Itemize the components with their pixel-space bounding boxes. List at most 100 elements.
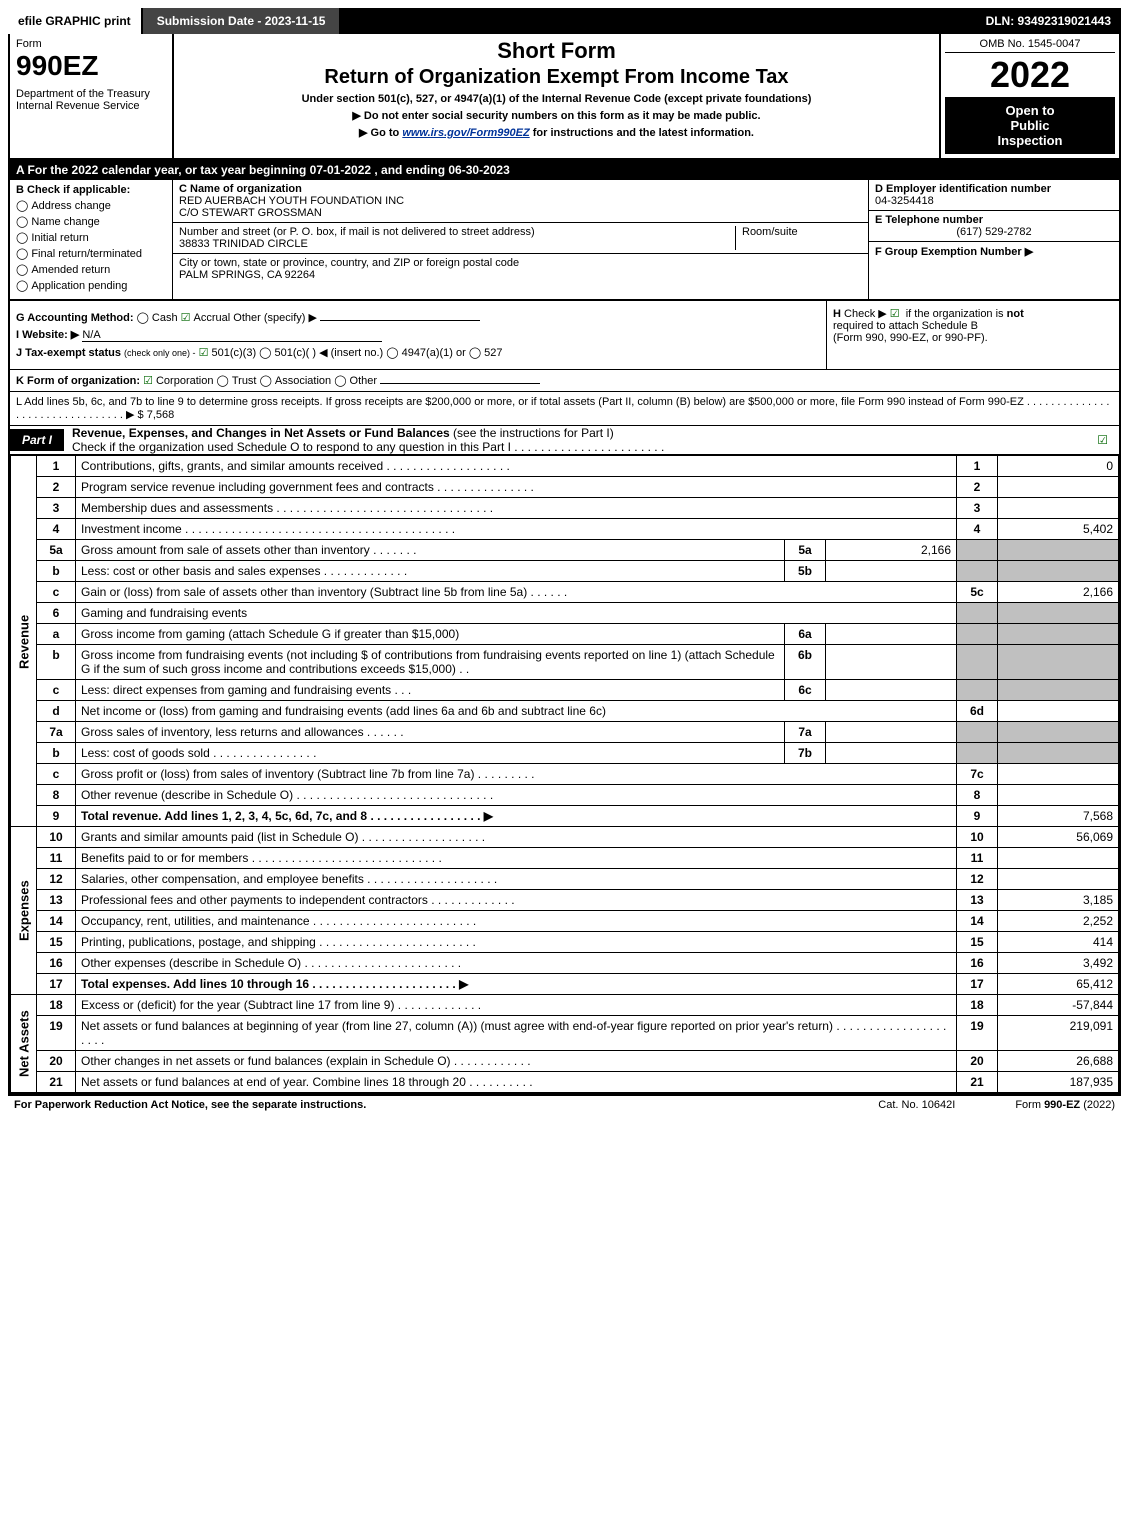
line-amount-shaded xyxy=(998,624,1119,645)
line-desc: Gross amount from sale of assets other t… xyxy=(76,540,785,561)
line-num: 7a xyxy=(37,722,76,743)
chk-final-return[interactable]: Final return/terminated xyxy=(16,247,166,260)
part1-title-note: (see the instructions for Part I) xyxy=(453,426,614,440)
tel-label: E Telephone number xyxy=(875,214,1113,226)
line-5b: b Less: cost or other basis and sales ex… xyxy=(11,561,1119,582)
line-desc: Gross income from gaming (attach Schedul… xyxy=(76,624,785,645)
line-12: 12 Salaries, other compensation, and emp… xyxy=(11,869,1119,890)
cat-no: Cat. No. 10642I xyxy=(878,1099,955,1111)
line-ref-shaded xyxy=(957,645,998,680)
line-amount-shaded xyxy=(998,603,1119,624)
box-value xyxy=(826,680,957,701)
box-label: 5b xyxy=(785,561,826,582)
chk-amended-return[interactable]: Amended return xyxy=(16,263,166,276)
line-14: 14 Occupancy, rent, utilities, and maint… xyxy=(11,911,1119,932)
h-label: H xyxy=(833,308,841,320)
box-label: 7b xyxy=(785,743,826,764)
chk-501c3[interactable]: 501(c)(3) xyxy=(199,347,257,359)
chk-schedule-o[interactable] xyxy=(1097,433,1119,447)
g-label: G Accounting Method: xyxy=(16,312,134,324)
line-desc: Professional fees and other payments to … xyxy=(76,890,957,911)
j-note: (check only one) - xyxy=(124,348,196,358)
room-label: Room/suite xyxy=(742,226,862,238)
open-l1: Open to xyxy=(949,103,1111,118)
org-name-label: C Name of organization xyxy=(179,183,862,195)
ein-row: D Employer identification number 04-3254… xyxy=(869,180,1119,211)
line-num: b xyxy=(37,645,76,680)
line-desc: Less: cost of goods sold . . . . . . . .… xyxy=(76,743,785,764)
line-desc: Gaming and fundraising events xyxy=(76,603,957,624)
k-label: K Form of organization: xyxy=(16,375,140,387)
instr-ssn: ▶ Do not enter social security numbers o… xyxy=(182,109,931,122)
line-num: 1 xyxy=(37,456,76,477)
h-text2: if the organization is xyxy=(906,308,1004,320)
chk-501c[interactable]: 501(c)( ) ◀ (insert no.) xyxy=(259,347,383,359)
line-amount: 65,412 xyxy=(998,974,1119,995)
line-num: 8 xyxy=(37,785,76,806)
line-amount: 2,166 xyxy=(998,582,1119,603)
line-amount: 7,568 xyxy=(998,806,1119,827)
line-5c: c Gain or (loss) from sale of assets oth… xyxy=(11,582,1119,603)
column-b: B Check if applicable: Address change Na… xyxy=(10,180,173,299)
line-ref: 8 xyxy=(957,785,998,806)
box-label: 7a xyxy=(785,722,826,743)
line-desc: Grants and similar amounts paid (list in… xyxy=(76,827,957,848)
line-amount xyxy=(998,785,1119,806)
line-20: 20 Other changes in net assets or fund b… xyxy=(11,1051,1119,1072)
irs-link[interactable]: www.irs.gov/Form990EZ xyxy=(402,127,529,139)
line-num: 4 xyxy=(37,519,76,540)
chk-4947[interactable]: 4947(a)(1) or xyxy=(386,347,466,359)
chk-corporation[interactable]: Corporation xyxy=(143,375,213,387)
line-ref: 13 xyxy=(957,890,998,911)
chk-h[interactable] xyxy=(890,308,903,320)
line-num: 6 xyxy=(37,603,76,624)
line-desc: Membership dues and assessments . . . . … xyxy=(76,498,957,519)
line-amount: 26,688 xyxy=(998,1051,1119,1072)
line-7b: b Less: cost of goods sold . . . . . . .… xyxy=(11,743,1119,764)
instr2-prefix: ▶ Go to xyxy=(359,127,402,139)
chk-accrual[interactable]: Accrual xyxy=(181,312,231,324)
line-ref: 16 xyxy=(957,953,998,974)
line-amount-shaded xyxy=(998,561,1119,582)
box-value xyxy=(826,624,957,645)
i-label: I Website: ▶ xyxy=(16,329,79,341)
g-other-blank[interactable] xyxy=(320,320,480,321)
chk-cash[interactable]: Cash xyxy=(137,312,178,324)
line-ref: 21 xyxy=(957,1072,998,1093)
paperwork-notice: For Paperwork Reduction Act Notice, see … xyxy=(14,1099,366,1111)
part1-check-line: Check if the organization used Schedule … xyxy=(72,440,664,454)
line-amount-shaded xyxy=(998,722,1119,743)
chk-association[interactable]: Association xyxy=(260,375,332,387)
chk-trust[interactable]: Trust xyxy=(217,375,257,387)
submission-date-button[interactable]: Submission Date - 2023-11-15 xyxy=(141,8,340,34)
line-desc: Total revenue. Add lines 1, 2, 3, 4, 5c,… xyxy=(76,806,957,827)
chk-application-pending[interactable]: Application pending xyxy=(16,279,166,292)
line-ref-shaded xyxy=(957,722,998,743)
chk-name-change[interactable]: Name change xyxy=(16,215,166,228)
k-other-blank[interactable] xyxy=(380,383,540,384)
chk-527[interactable]: 527 xyxy=(469,347,503,359)
chk-initial-return[interactable]: Initial return xyxy=(16,231,166,244)
line-amount: 414 xyxy=(998,932,1119,953)
column-c: C Name of organization RED AUERBACH YOUT… xyxy=(173,180,868,299)
department-label: Department of the Treasury Internal Reve… xyxy=(16,88,166,112)
line-amount-shaded xyxy=(998,743,1119,764)
chk-address-change[interactable]: Address change xyxy=(16,199,166,212)
line-10: Expenses 10 Grants and similar amounts p… xyxy=(11,827,1119,848)
org-name-row: C Name of organization RED AUERBACH YOUT… xyxy=(173,180,868,223)
line-17: 17 Total expenses. Add lines 10 through … xyxy=(11,974,1119,995)
instr2-suffix: for instructions and the latest informat… xyxy=(530,127,754,139)
line-num: c xyxy=(37,582,76,603)
line-15: 15 Printing, publications, postage, and … xyxy=(11,932,1119,953)
open-l3: Inspection xyxy=(949,133,1111,148)
efile-print-button[interactable]: efile GRAPHIC print xyxy=(8,8,141,34)
line-ref: 2 xyxy=(957,477,998,498)
chk-k-other[interactable]: Other xyxy=(334,375,377,387)
line-desc: Printing, publications, postage, and shi… xyxy=(76,932,957,953)
org-co: C/O STEWART GROSSMAN xyxy=(179,207,862,219)
header-center: Short Form Return of Organization Exempt… xyxy=(174,34,939,158)
line-desc: Salaries, other compensation, and employ… xyxy=(76,869,957,890)
j-label: J Tax-exempt status xyxy=(16,347,121,359)
line-num: c xyxy=(37,680,76,701)
line-desc: Other changes in net assets or fund bala… xyxy=(76,1051,957,1072)
